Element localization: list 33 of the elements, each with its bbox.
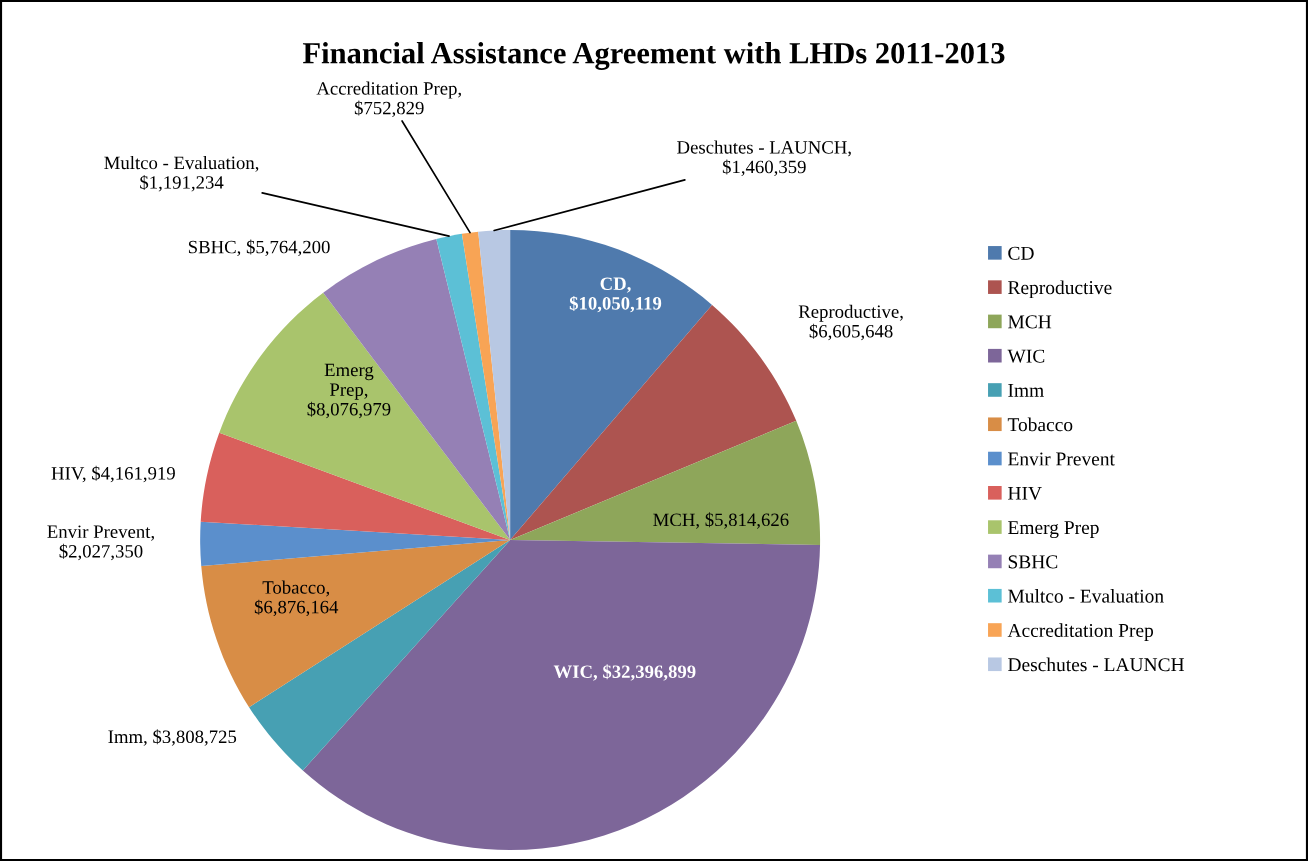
data-label: Emerg Prep, $8,076,979: [307, 363, 391, 419]
legend-label: Deschutes - LAUNCH: [1008, 657, 1185, 672]
data-label: HIV, $4,161,919: [51, 465, 175, 483]
legend-label: Imm: [1008, 384, 1044, 397]
data-label: Imm, $3,808,725: [108, 729, 237, 746]
legend-label: Multco - Evaluation: [1008, 589, 1164, 603]
pie-slice: [219, 292, 511, 541]
pie-slice: [436, 233, 511, 541]
data-label: CD, $10,050,119: [569, 277, 662, 313]
legend-label: SBHC: [1008, 555, 1058, 569]
legend-label: MCH: [1008, 315, 1052, 329]
pie-slice: [201, 540, 511, 708]
legend-label: Accreditation Prep: [1007, 623, 1154, 641]
legend-label: Envir Prevent: [1008, 452, 1115, 466]
legend-label: HIV: [1008, 486, 1042, 500]
data-label: Deschutes - LAUNCH, $1,460,359: [677, 140, 851, 176]
pie-slice: [510, 420, 821, 545]
pie-slice: [249, 540, 511, 771]
legend-label: Emerg Prep: [1008, 521, 1099, 539]
legend-label: WIC: [1007, 349, 1045, 363]
legend-label: CD: [1008, 246, 1034, 260]
data-label: SBHC, $5,764,200: [188, 239, 330, 257]
data-label: MCH, $5,814,626: [653, 512, 789, 529]
chart-title: Financial Assistance Agreement with LHDs 2011-2013: [302, 41, 1005, 70]
data-label: Accreditation Prep, $752,829: [316, 81, 461, 118]
data-label: Multco - Evaluation, $1,191,234: [104, 155, 259, 192]
legend-label: Reproductive: [1008, 280, 1112, 299]
data-label: Envir Prevent, $2,027,350: [47, 525, 154, 561]
legend-label: Tobacco: [1007, 417, 1073, 432]
data-label: Reproductive, $6,605,648: [798, 304, 903, 341]
data-label: Tobacco, $6,876,164: [254, 580, 339, 617]
data-label: WIC, $32,396,899: [553, 664, 696, 681]
pie-slice: [200, 432, 511, 541]
